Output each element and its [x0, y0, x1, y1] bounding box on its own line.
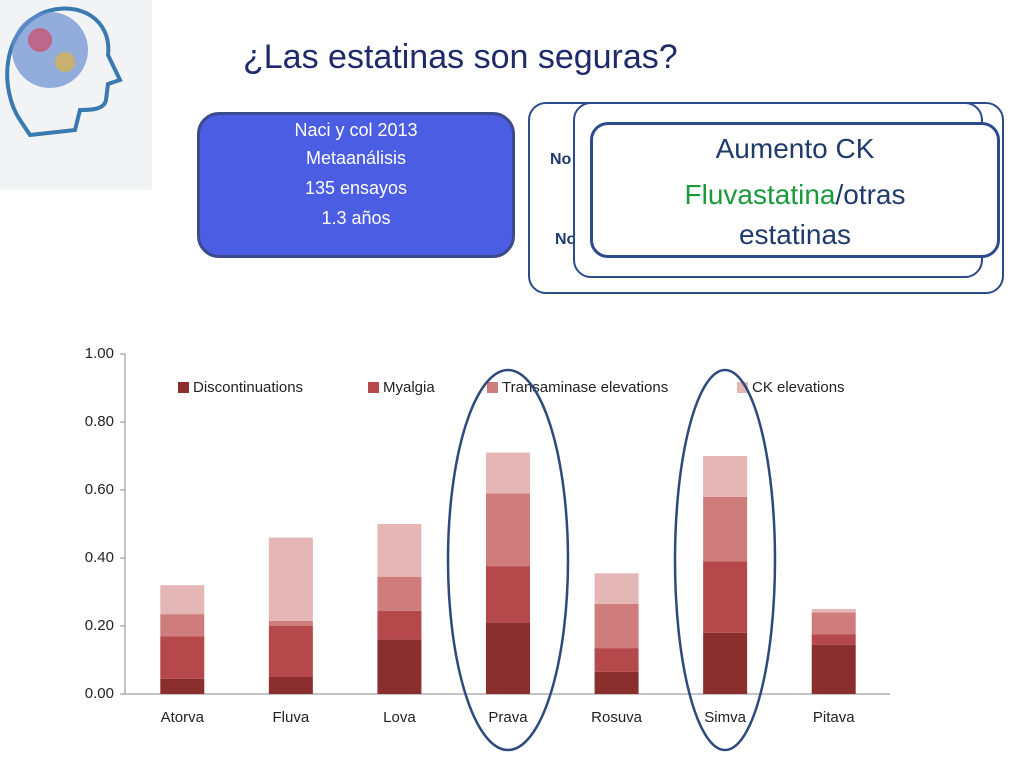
bar-segment [486, 622, 530, 694]
bar-segment [594, 573, 639, 604]
card-fragment: No [550, 151, 572, 168]
info-line: Naci y col 2013 [294, 120, 418, 140]
bar-segment [703, 456, 748, 497]
legend-swatch [178, 382, 189, 393]
callout-highlight: Fluvastatina [684, 179, 836, 210]
highlight-ellipse [673, 368, 777, 752]
slide-title: ¿Las estatinas son seguras? [243, 38, 678, 76]
y-tick-label: 0.80 [85, 413, 114, 430]
highlight-ellipse [446, 368, 570, 752]
legend-label: Discontinuations [193, 379, 303, 396]
bar-segment [486, 493, 530, 567]
bar-segment [268, 620, 313, 626]
callout-heading: Aumento CK [715, 133, 875, 164]
bar-segment [594, 671, 639, 694]
bar-segment [377, 524, 422, 577]
callout-card: Aumento CK Fluvastatina/otras estatinas [590, 122, 1000, 258]
logo-head [5, 6, 123, 138]
legend-swatch [368, 382, 379, 393]
bar-segment [703, 561, 748, 633]
bar-segment [268, 626, 313, 677]
x-tick-label: Fluva [273, 709, 310, 726]
bar-segment [811, 609, 856, 613]
bar-segment [486, 452, 530, 494]
x-tick-label: Rosuva [591, 709, 643, 726]
info-line: Metaanálisis [305, 148, 407, 168]
bar-segment [377, 639, 422, 694]
bar-segment [160, 614, 205, 637]
legend-label: CK elevations [752, 379, 845, 396]
info-box: Naci y col 2013 Metaanálisis 135 ensayos… [197, 112, 515, 258]
legend-label: Transaminase elevations [502, 379, 668, 396]
bar-segment [811, 634, 856, 645]
bar-segment [486, 566, 530, 623]
info-line: 1.3 años [321, 208, 391, 228]
info-line: 135 ensayos [304, 178, 408, 198]
bar-segment [811, 612, 856, 635]
bar-segment [268, 677, 313, 694]
bar-segment [594, 603, 639, 649]
logo-dot [55, 52, 75, 72]
legend-swatch [737, 382, 748, 393]
y-tick-label: 0.60 [85, 481, 114, 498]
logo-brain [12, 12, 88, 88]
y-tick-label: 1.00 [85, 345, 114, 362]
logo [0, 0, 152, 190]
bar-segment [160, 585, 205, 615]
logo-dot [28, 28, 52, 52]
x-tick-label: Simva [704, 709, 746, 726]
bar-segment [377, 610, 422, 640]
bar-segment [703, 632, 748, 694]
bar-segment [594, 648, 639, 672]
legend-label: Myalgia [383, 379, 435, 396]
bar-segment [268, 537, 313, 621]
callout-text: /otras estatinas [738, 179, 906, 250]
bar-segment [377, 576, 422, 611]
bar-segment [160, 636, 205, 679]
bar-segment [811, 644, 856, 694]
y-tick-label: 0.40 [85, 549, 114, 566]
bar-segment [160, 678, 205, 694]
bar-segment [703, 496, 748, 562]
x-tick-label: Pitava [813, 709, 855, 726]
x-tick-label: Lova [383, 709, 416, 726]
card-fragment: No [555, 231, 577, 248]
legend-swatch [487, 382, 498, 393]
y-tick-label: 0.20 [85, 617, 114, 634]
x-tick-label: Prava [488, 709, 528, 726]
x-tick-label: Atorva [161, 709, 205, 726]
y-tick-label: 0.00 [85, 685, 114, 702]
